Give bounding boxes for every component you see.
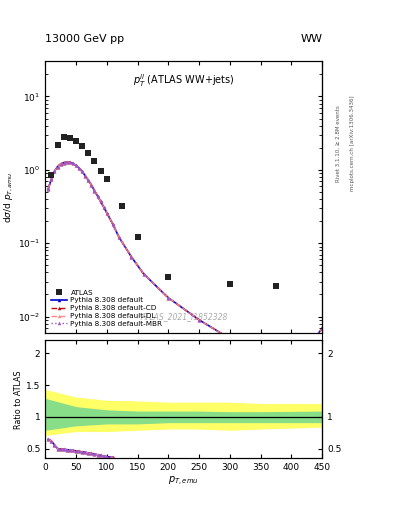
ATLAS [92, 158, 97, 164]
ATLAS [105, 176, 109, 182]
ATLAS [166, 273, 171, 280]
ATLAS [80, 143, 84, 149]
ATLAS [86, 150, 91, 156]
ATLAS [228, 281, 232, 287]
Text: mcplots.cern.ch [arXiv:1306.3436]: mcplots.cern.ch [arXiv:1306.3436] [350, 96, 355, 191]
ATLAS [274, 283, 279, 289]
X-axis label: $p_{T,emu}$: $p_{T,emu}$ [168, 475, 199, 488]
Text: Rivet 3.1.10, ≥ 2.8M events: Rivet 3.1.10, ≥ 2.8M events [336, 105, 341, 182]
Line: ATLAS: ATLAS [48, 134, 279, 290]
Text: WW: WW [300, 33, 322, 44]
ATLAS [61, 134, 66, 140]
ATLAS [98, 168, 103, 175]
Text: ATLAS_2021_I1852328: ATLAS_2021_I1852328 [140, 312, 228, 321]
ATLAS [135, 234, 140, 241]
ATLAS [73, 138, 78, 144]
Legend: ATLAS, Pythia 8.308 default, Pythia 8.308 default-CD, Pythia 8.308 default-DL, P: ATLAS, Pythia 8.308 default, Pythia 8.30… [49, 287, 165, 329]
Y-axis label: Ratio to ATLAS: Ratio to ATLAS [14, 370, 23, 429]
ATLAS [49, 172, 54, 178]
ATLAS [55, 142, 60, 148]
ATLAS [120, 203, 125, 209]
ATLAS [68, 135, 72, 141]
Text: $p_T^{ll}$ (ATLAS WW+jets): $p_T^{ll}$ (ATLAS WW+jets) [133, 72, 235, 89]
Text: 13000 GeV pp: 13000 GeV pp [45, 33, 124, 44]
Y-axis label: d$\sigma$/d $p_{T,amu}$: d$\sigma$/d $p_{T,amu}$ [2, 172, 15, 223]
